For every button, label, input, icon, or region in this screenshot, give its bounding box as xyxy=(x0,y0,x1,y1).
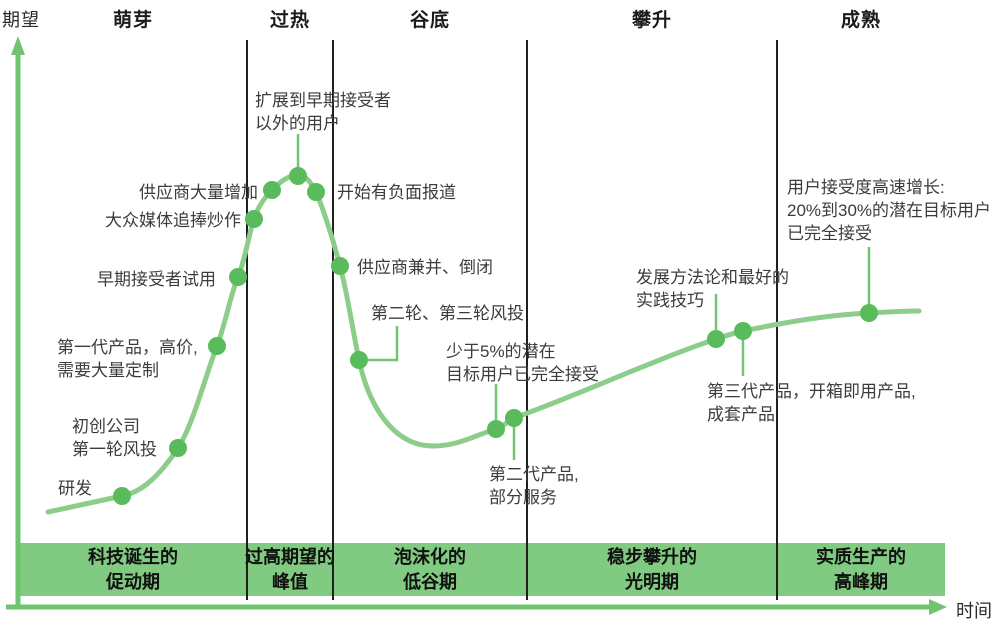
curve-point-dot xyxy=(487,420,505,438)
curve-point-dot xyxy=(350,351,368,369)
curve-point-dot xyxy=(169,439,187,457)
curve-point-dot xyxy=(263,181,281,199)
curve-point-dot xyxy=(208,337,226,355)
curve-points xyxy=(113,167,878,505)
hype-curve xyxy=(45,172,922,515)
curve-point-dot xyxy=(707,330,725,348)
curve-point-dot xyxy=(734,322,752,340)
annotation-connectors xyxy=(296,134,871,460)
curve-point-dot xyxy=(505,409,523,427)
x-axis-arrow-icon xyxy=(929,599,947,615)
phase-band xyxy=(19,543,945,596)
curve-point-dot xyxy=(307,183,325,201)
curve-point-dot xyxy=(245,210,263,228)
curve-point-dot xyxy=(229,268,247,286)
curve-point-dot xyxy=(331,257,349,275)
phase-dividers xyxy=(246,40,778,600)
y-axis-arrow-icon xyxy=(11,36,25,55)
curve-point-dot xyxy=(860,304,878,322)
curve-point-dot xyxy=(289,167,307,185)
annotation-connector-line xyxy=(368,326,399,362)
curve-point-dot xyxy=(113,487,131,505)
